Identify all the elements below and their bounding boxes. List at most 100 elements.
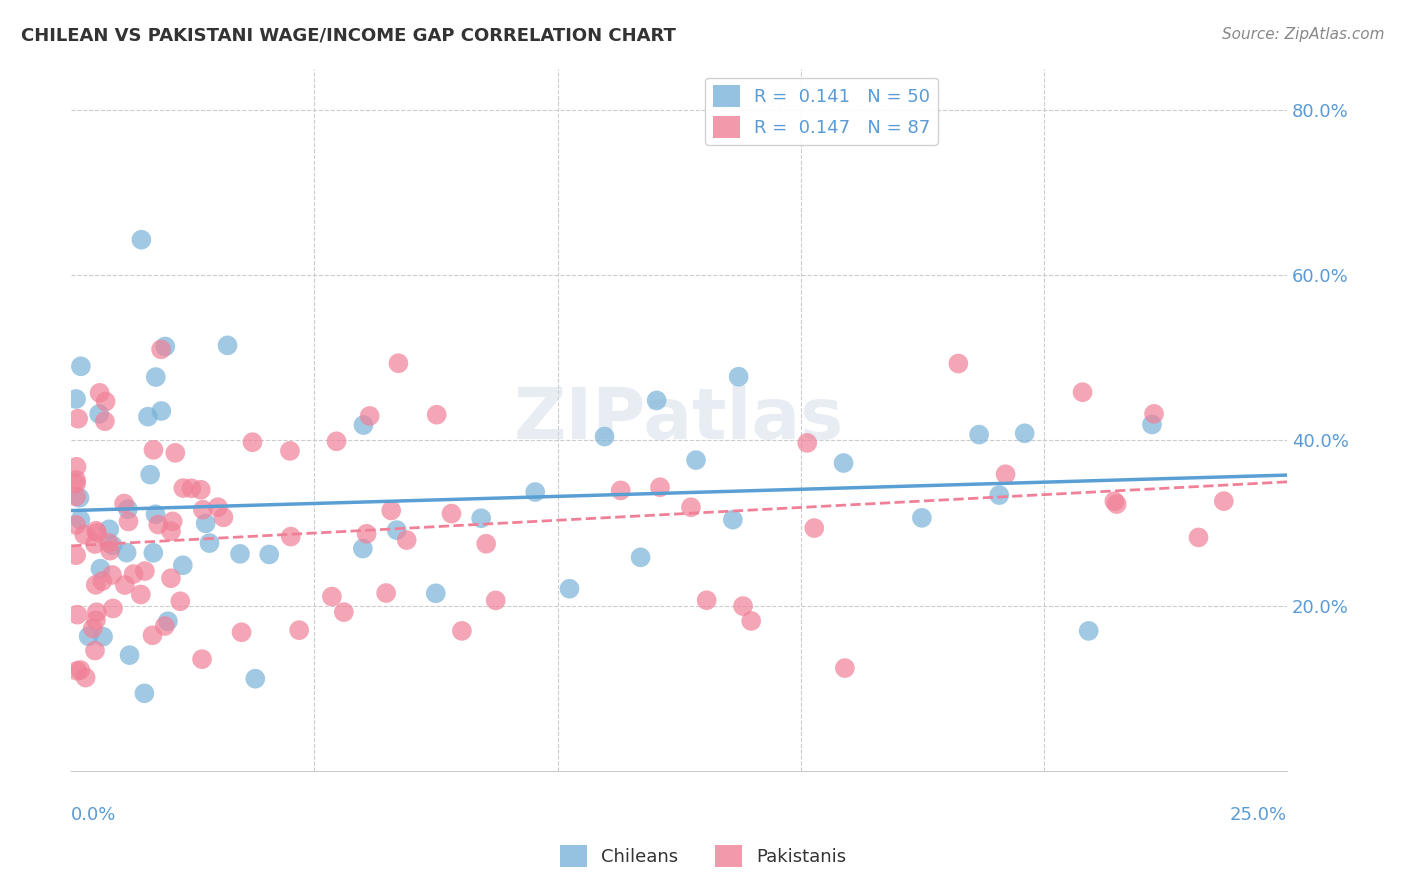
Point bbox=[740, 614, 762, 628]
Legend: R =  0.141   N = 50, R =  0.147   N = 87: R = 0.141 N = 50, R = 0.147 N = 87 bbox=[706, 78, 938, 145]
Point bbox=[212, 510, 235, 524]
Point bbox=[114, 578, 136, 592]
Point bbox=[832, 456, 855, 470]
Point bbox=[115, 546, 138, 560]
Point bbox=[160, 571, 183, 585]
Point bbox=[112, 496, 135, 510]
Point bbox=[84, 643, 107, 657]
Point bbox=[231, 625, 253, 640]
Point bbox=[162, 515, 184, 529]
Point bbox=[69, 663, 91, 677]
Point bbox=[150, 404, 173, 418]
Point bbox=[150, 343, 173, 357]
Point bbox=[145, 507, 167, 521]
Point bbox=[156, 614, 179, 628]
Text: 25.0%: 25.0% bbox=[1230, 806, 1286, 824]
Point bbox=[967, 427, 990, 442]
Point bbox=[98, 543, 121, 558]
Point bbox=[89, 385, 111, 400]
Point bbox=[245, 672, 267, 686]
Point bbox=[117, 515, 139, 529]
Point bbox=[153, 619, 176, 633]
Point bbox=[440, 507, 463, 521]
Point bbox=[1143, 407, 1166, 421]
Point bbox=[65, 459, 87, 474]
Point bbox=[630, 550, 652, 565]
Point bbox=[685, 453, 707, 467]
Point bbox=[70, 359, 93, 374]
Point bbox=[65, 392, 87, 406]
Point bbox=[101, 601, 124, 615]
Point bbox=[325, 434, 347, 449]
Point bbox=[66, 664, 89, 678]
Point bbox=[69, 491, 91, 505]
Point bbox=[84, 613, 107, 627]
Point bbox=[353, 418, 375, 433]
Point bbox=[142, 442, 165, 457]
Point bbox=[257, 548, 280, 562]
Point bbox=[475, 537, 498, 551]
Point bbox=[558, 582, 581, 596]
Point bbox=[803, 521, 825, 535]
Point bbox=[129, 587, 152, 601]
Point bbox=[141, 628, 163, 642]
Point bbox=[142, 546, 165, 560]
Point bbox=[134, 686, 156, 700]
Point bbox=[165, 446, 187, 460]
Point bbox=[65, 473, 87, 487]
Point bbox=[1104, 494, 1126, 508]
Point bbox=[155, 339, 177, 353]
Point bbox=[280, 530, 302, 544]
Point bbox=[117, 502, 139, 516]
Point bbox=[731, 599, 754, 613]
Point bbox=[67, 411, 90, 425]
Point bbox=[395, 533, 418, 547]
Point bbox=[131, 233, 153, 247]
Point bbox=[470, 511, 492, 525]
Point bbox=[98, 522, 121, 536]
Point bbox=[118, 648, 141, 662]
Point bbox=[139, 467, 162, 482]
Point bbox=[696, 593, 718, 607]
Point bbox=[160, 524, 183, 539]
Text: Source: ZipAtlas.com: Source: ZipAtlas.com bbox=[1222, 27, 1385, 42]
Point bbox=[321, 590, 343, 604]
Point bbox=[593, 429, 616, 443]
Point bbox=[425, 586, 447, 600]
Point bbox=[101, 538, 124, 552]
Point bbox=[136, 409, 159, 424]
Point bbox=[97, 536, 120, 550]
Point bbox=[169, 594, 191, 608]
Point bbox=[352, 541, 374, 556]
Point bbox=[727, 369, 749, 384]
Point bbox=[451, 624, 474, 638]
Point bbox=[148, 517, 170, 532]
Point bbox=[191, 652, 214, 666]
Point bbox=[65, 548, 87, 562]
Point bbox=[1212, 494, 1234, 508]
Point bbox=[385, 523, 408, 537]
Point bbox=[87, 407, 110, 421]
Point bbox=[994, 467, 1017, 482]
Point bbox=[1187, 530, 1209, 544]
Point bbox=[65, 517, 87, 532]
Text: ZIPatlas: ZIPatlas bbox=[515, 385, 844, 454]
Point bbox=[89, 561, 111, 575]
Point bbox=[1071, 385, 1094, 400]
Point bbox=[145, 370, 167, 384]
Point bbox=[84, 524, 107, 538]
Point bbox=[91, 574, 114, 588]
Point bbox=[94, 394, 117, 409]
Point bbox=[375, 586, 398, 600]
Point bbox=[796, 436, 818, 450]
Point bbox=[278, 443, 301, 458]
Point bbox=[84, 537, 107, 551]
Point bbox=[426, 408, 449, 422]
Point bbox=[356, 526, 378, 541]
Point bbox=[679, 500, 702, 515]
Point bbox=[645, 393, 668, 408]
Point bbox=[524, 485, 547, 500]
Point bbox=[101, 568, 124, 582]
Point bbox=[648, 480, 671, 494]
Point bbox=[911, 511, 934, 525]
